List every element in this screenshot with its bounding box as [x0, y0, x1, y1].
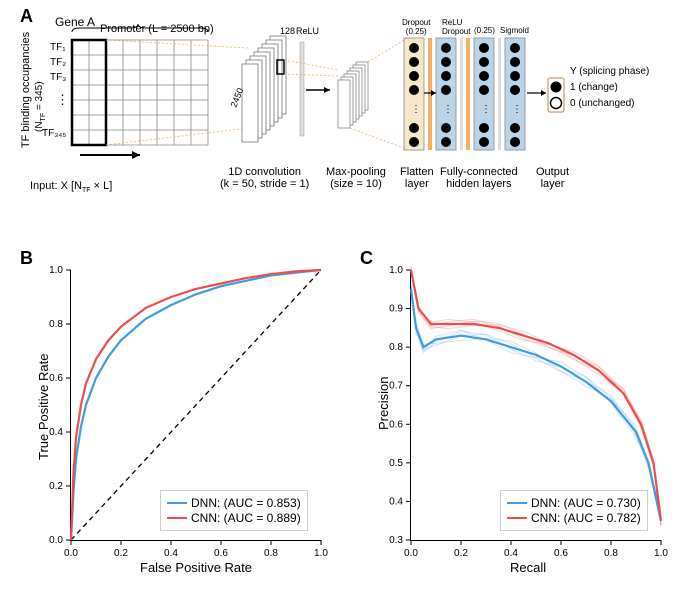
svg-text:0.2: 0.2: [49, 481, 63, 492]
panel-c-label: C: [360, 248, 373, 269]
svg-text:0.6: 0.6: [49, 373, 63, 384]
dropout2-label: (0.25): [474, 26, 495, 35]
b-xlabel: False Positive Rate: [140, 560, 252, 575]
svg-text:0.4: 0.4: [164, 548, 178, 559]
svg-text:⋮: ⋮: [443, 104, 453, 115]
svg-text:1.0: 1.0: [49, 265, 63, 276]
tf345: TF₃₄₅: [42, 128, 66, 139]
output-1: 1 (change): [570, 82, 618, 93]
b-legend-cnn: CNN: (AUC = 0.889): [191, 511, 301, 525]
svg-text:0.7: 0.7: [389, 381, 403, 392]
conv-label: 1D convolution (k = 50, stride = 1): [220, 166, 309, 190]
b-ylabel: True Positive Rate: [36, 354, 51, 460]
tf2: TF₂: [50, 57, 66, 68]
svg-text:0.9: 0.9: [389, 304, 403, 315]
svg-text:0.6: 0.6: [554, 548, 568, 559]
svg-text:0.0: 0.0: [404, 548, 418, 559]
svg-text:1.0: 1.0: [389, 265, 403, 276]
conv-dim2: 128: [280, 26, 295, 36]
b-legend: DNN: (AUC = 0.853) CNN: (AUC = 0.889): [160, 490, 308, 531]
tf-dots: ⋮: [56, 92, 69, 108]
svg-text:0.3: 0.3: [389, 535, 403, 546]
svg-text:0.6: 0.6: [214, 548, 228, 559]
c-legend-cnn: CNN: (AUC = 0.782): [531, 511, 641, 525]
relu-dropout-label: ReLU Dropout: [442, 18, 470, 36]
svg-text:0.8: 0.8: [604, 548, 618, 559]
flatten-label: Flatten layer: [400, 166, 434, 190]
svg-text:⋮: ⋮: [512, 104, 522, 115]
svg-text:⋮: ⋮: [411, 104, 421, 115]
input-label: Input: X [NTF × L]: [30, 180, 112, 194]
svg-text:0.6: 0.6: [389, 419, 403, 430]
svg-text:0.2: 0.2: [454, 548, 468, 559]
sigmoid-label: Sigmoid: [500, 26, 529, 35]
c-xlabel: Recall: [510, 560, 546, 575]
dropout1-label: Dropout (0.25): [402, 18, 430, 36]
svg-text:⋮: ⋮: [481, 104, 491, 115]
tf1: TF₁: [50, 42, 66, 53]
b-legend-dnn: DNN: (AUC = 0.853): [191, 496, 301, 510]
output-y: Y (splicing phase): [570, 66, 649, 77]
svg-text:0.2: 0.2: [114, 548, 128, 559]
c-ylabel: Precision: [376, 377, 391, 430]
svg-text:0.8: 0.8: [49, 319, 63, 330]
svg-text:0.8: 0.8: [389, 342, 403, 353]
svg-text:0.8: 0.8: [264, 548, 278, 559]
fc-label: Fully-connected hidden layers: [440, 166, 518, 190]
c-legend: DNN: (AUC = 0.730) CNN: (AUC = 0.782): [500, 490, 648, 531]
tf3: TF₃: [50, 72, 66, 83]
svg-text:1.0: 1.0: [654, 548, 668, 559]
output-0: 0 (unchanged): [570, 98, 635, 109]
pool-label: Max-pooling (size = 10): [326, 166, 386, 190]
svg-text:0.4: 0.4: [389, 496, 403, 507]
svg-text:0.0: 0.0: [49, 535, 63, 546]
output-label: Output layer: [536, 166, 569, 190]
svg-text:0.0: 0.0: [64, 548, 78, 559]
svg-text:0.4: 0.4: [49, 427, 63, 438]
relu-label: ReLU: [296, 26, 319, 36]
panel-a-svg: 2450 128 ⋮ ⋮ ⋮: [0, 0, 685, 240]
panel-b-label: B: [20, 248, 33, 269]
svg-text:0.5: 0.5: [389, 458, 403, 469]
c-legend-dnn: DNN: (AUC = 0.730): [531, 496, 641, 510]
svg-text:0.4: 0.4: [504, 548, 518, 559]
svg-text:1.0: 1.0: [314, 548, 328, 559]
